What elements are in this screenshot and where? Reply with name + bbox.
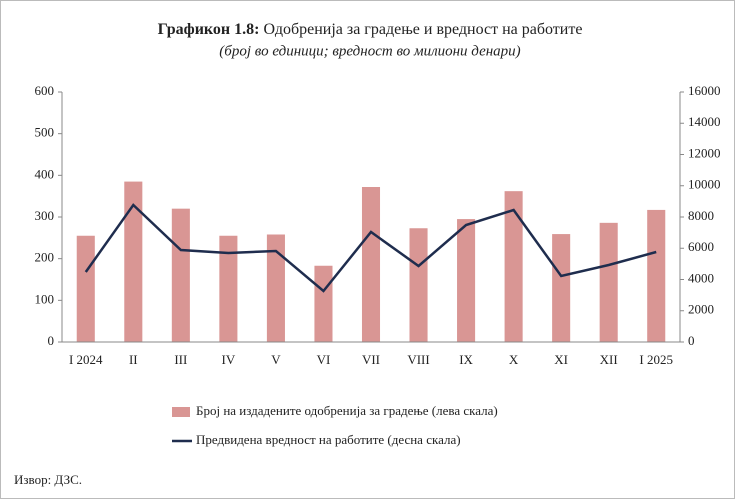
y-tick-label: 300 [35,208,55,223]
y-tick-label: 100 [35,291,55,306]
bar [409,228,428,342]
y-tick-label: 500 [35,125,55,140]
subtitle: (број во единици; вредност во милиони де… [219,43,520,59]
x-tick-label: XI [554,352,568,367]
y2-tick-label: 14000 [688,114,721,129]
bar [361,187,381,342]
y2-tick-label: 0 [688,333,695,348]
x-tick-label: I 2025 [639,352,673,367]
bar [599,222,618,342]
bar [171,208,190,342]
x-tick-label: VIII [407,352,429,367]
bar [219,235,238,342]
bar [647,209,666,342]
y2-tick-label: 4000 [688,270,714,285]
y2-tick-label: 6000 [688,239,714,254]
x-tick-label: VII [362,352,380,367]
y-tick-label: 0 [48,333,55,348]
title-label: Графикон 1.8: [158,21,260,38]
bar [552,234,571,342]
y2-tick-label: 8000 [688,208,714,223]
legend-label: Предвидена вредност на работите (десна с… [196,432,461,447]
y2-tick-label: 12000 [688,145,721,160]
y2-tick-label: 10000 [688,177,721,192]
y2-tick-label: 16000 [688,83,721,98]
x-tick-label: I 2024 [69,352,103,367]
title-text: Одобренија за градење и вредност на рабо… [263,21,582,38]
bar [457,219,476,342]
bar [504,191,523,342]
chart-title: Графикон 1.8: Одобренија за градење и вр… [158,21,583,38]
bar [76,235,95,342]
y-tick-label: 600 [35,83,55,98]
bar [314,265,333,342]
bar [124,181,143,342]
x-tick-label: IX [459,352,473,367]
x-tick-label: III [174,352,187,367]
x-tick-label: X [509,352,519,367]
x-tick-label: XII [600,352,618,367]
y-tick-label: 200 [35,250,55,265]
y2-tick-label: 2000 [688,302,714,317]
legend-label: Број на издадените одобренија за градење… [196,403,498,418]
line [84,203,657,293]
bar [266,234,285,342]
source: Извор: ДЗС. [14,472,82,487]
x-tick-label: V [271,352,281,367]
legend-swatch [172,407,190,417]
x-tick-label: IV [222,352,236,367]
x-tick-label: II [129,352,138,367]
x-tick-label: VI [317,352,331,367]
y-tick-label: 400 [35,166,55,181]
